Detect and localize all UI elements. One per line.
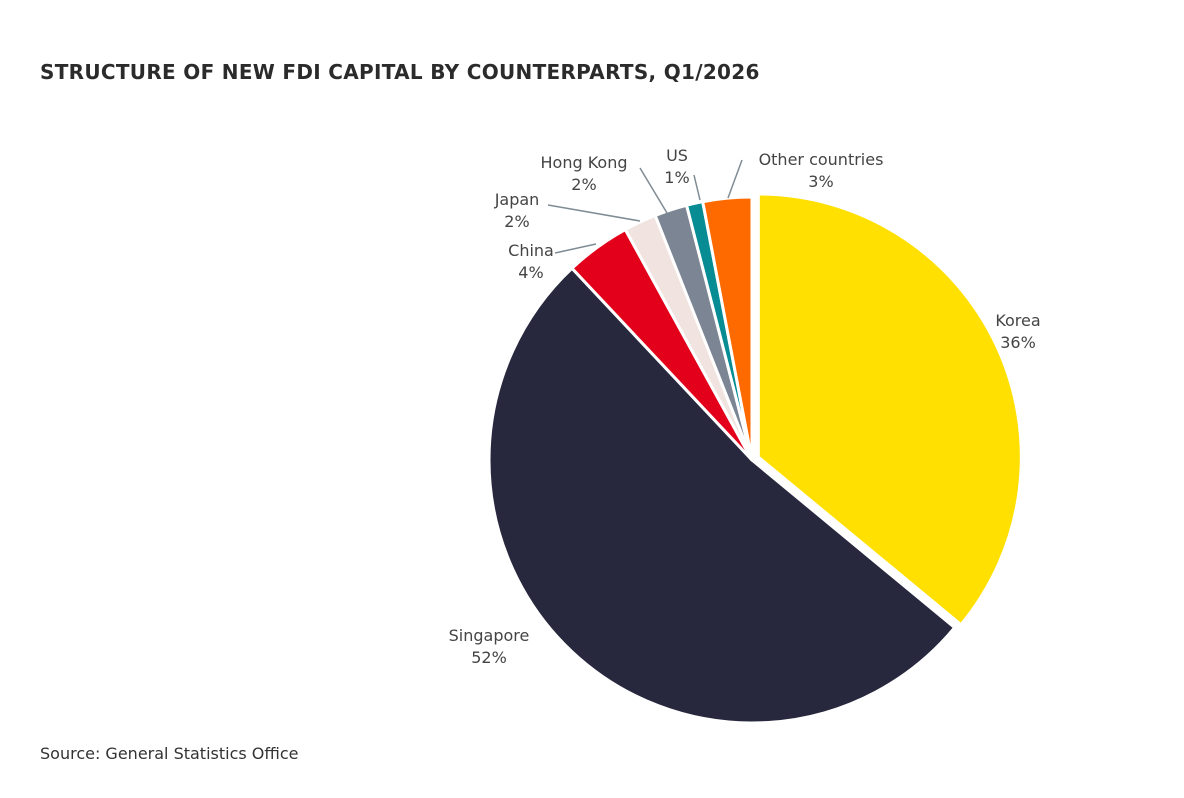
slice-label-singapore: Singapore — [449, 626, 530, 645]
chart-source: Source: General Statistics Office — [40, 744, 299, 763]
leader-line-us — [693, 174, 701, 201]
leader-lines — [547, 159, 743, 254]
slice-value-korea: 36% — [1000, 333, 1036, 352]
slice-value-us: 1% — [664, 168, 689, 187]
slice-label-hong-kong: Hong Kong — [541, 153, 628, 172]
slice-labels: Korea 36% Singapore 52% China 4% Japan 2% Hong K… — [449, 146, 1041, 667]
slice-value-singapore: 52% — [471, 648, 507, 667]
slice-value-china: 4% — [518, 263, 543, 282]
slice-label-other-countries: Other countries — [759, 150, 884, 169]
slice-value-japan: 2% — [504, 212, 529, 231]
pie-slice-korea — [756, 192, 1023, 627]
slice-label-china: China — [508, 241, 554, 260]
pie-slice-singapore — [487, 266, 957, 725]
leader-line-japan — [547, 204, 641, 222]
pie-slice-other-countries — [701, 195, 754, 462]
slice-label-korea: Korea — [995, 311, 1040, 330]
leader-line-hong-kong — [639, 167, 668, 214]
slice-value-other-countries: 3% — [808, 172, 833, 191]
pie-slices — [487, 192, 1023, 725]
leader-line-china — [554, 243, 597, 254]
chart-title: STRUCTURE OF NEW FDI CAPITAL BY COUNTERP… — [40, 60, 760, 84]
slice-value-hong-kong: 2% — [571, 175, 596, 194]
leader-line-other-countries — [727, 159, 743, 199]
slice-label-us: US — [666, 146, 688, 165]
slice-label-japan: Japan — [494, 190, 540, 209]
